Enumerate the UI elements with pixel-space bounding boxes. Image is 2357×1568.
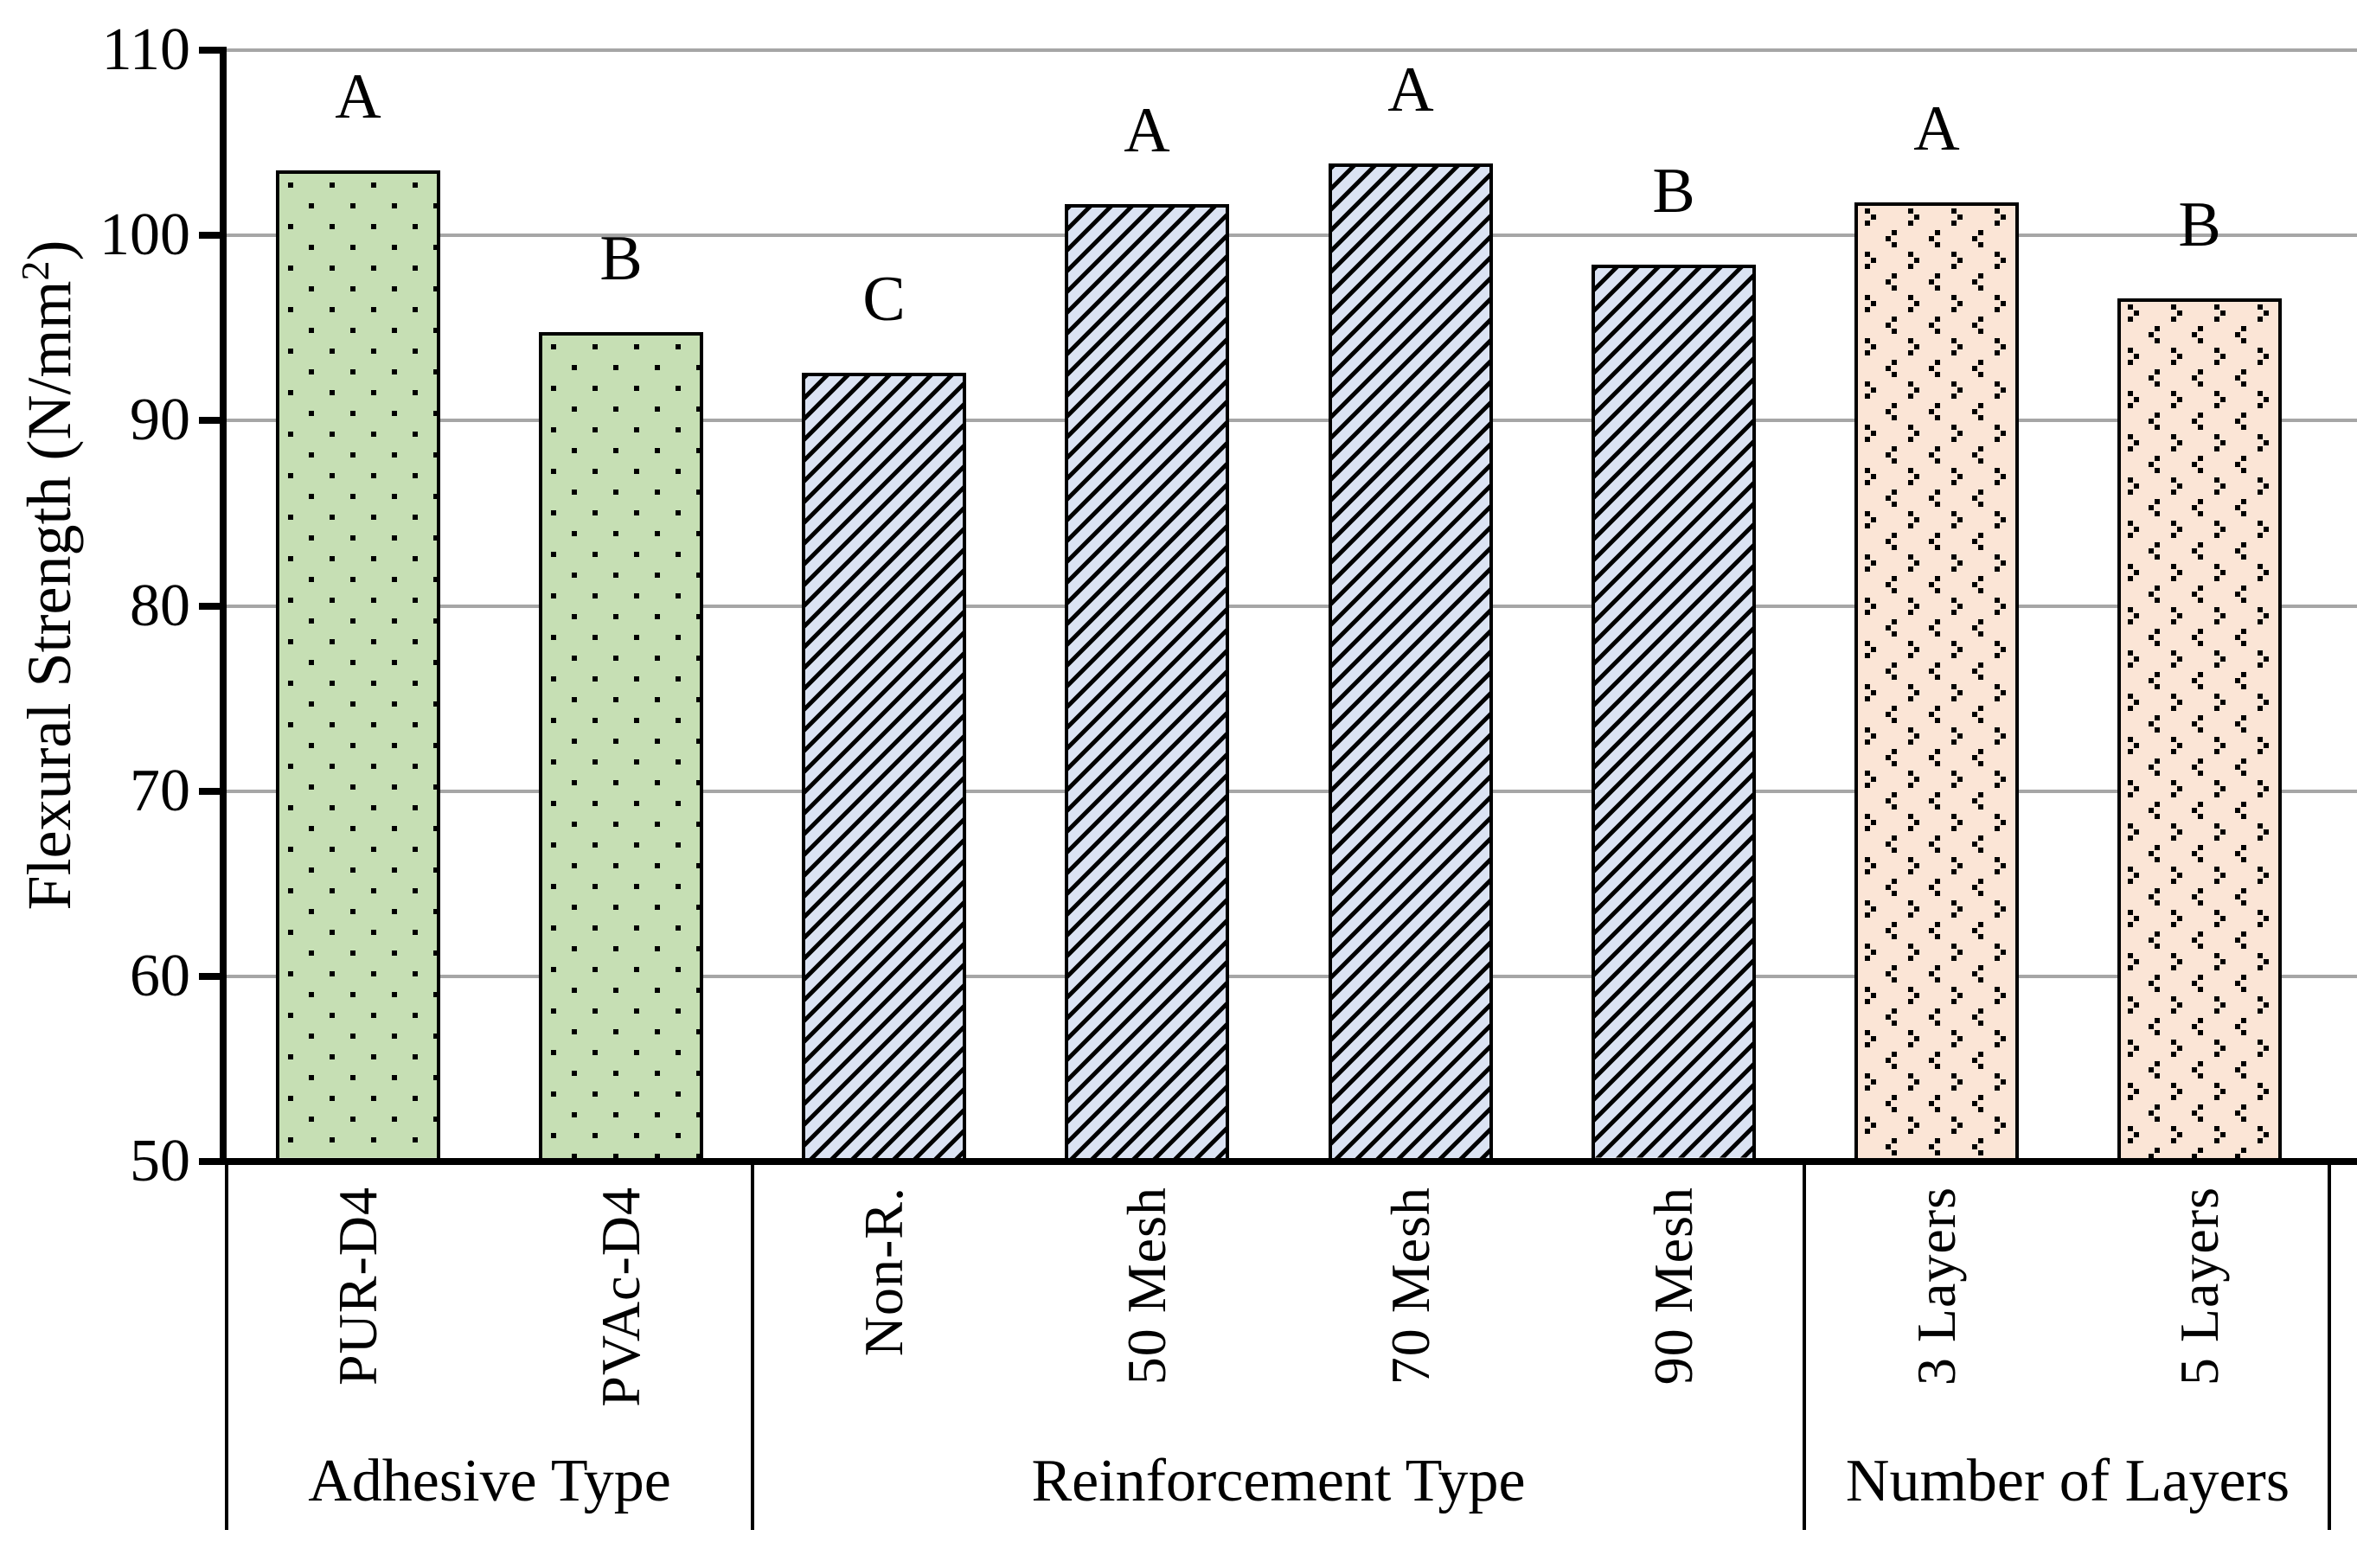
group-label-adhesive-type: Adhesive Type	[308, 1448, 671, 1514]
y-tick-90	[199, 417, 227, 424]
bar-90-mesh	[1592, 265, 1756, 1162]
x-label-non-r: Non-R.	[853, 1187, 914, 1357]
gridline-60	[223, 975, 2357, 978]
significance-letter: A	[335, 61, 381, 133]
significance-letter: B	[2178, 189, 2221, 260]
x-label-5-layers: 5 Layers	[2168, 1187, 2230, 1386]
y-axis-title-superscript: 2	[13, 260, 57, 281]
group-divider-reinforcement-layers	[1803, 1162, 1806, 1530]
bar-pvac-d4	[539, 331, 703, 1162]
significance-letter: B	[1652, 156, 1695, 227]
gridline-110	[223, 48, 2357, 52]
bar-5-layers	[2117, 298, 2282, 1162]
y-tick-110	[199, 47, 227, 54]
significance-letter: B	[599, 222, 643, 294]
bar-3-layers	[1854, 202, 2019, 1162]
gridline-80	[223, 605, 2357, 608]
y-axis-title-text: Flexural Strength (N/mm	[15, 280, 84, 911]
x-label-70-mesh: 70 Mesh	[1380, 1187, 1441, 1386]
y-tick-60	[199, 973, 227, 980]
gridline-90	[223, 419, 2357, 422]
x-label-pvac-d4: PVAc-D4	[590, 1187, 651, 1407]
y-tick-label-90: 90	[130, 387, 190, 453]
x-label-3-layers: 3 Layers	[1905, 1187, 1967, 1386]
y-tick-label-100: 100	[99, 202, 190, 268]
significance-letter: A	[1124, 94, 1170, 166]
x-axis-baseline	[220, 1158, 2357, 1165]
y-tick-70	[199, 788, 227, 795]
y-tick-label-60: 60	[130, 943, 190, 1009]
y-tick-label-50: 50	[130, 1128, 190, 1194]
x-label-50-mesh: 50 Mesh	[1116, 1187, 1177, 1386]
bar-non-r	[802, 372, 966, 1162]
group-label-reinforcement-type: Reinforcement Type	[1031, 1448, 1526, 1514]
y-axis-title: Flexural Strength (N/mm2)	[10, 13, 88, 1137]
significance-letter: A	[1387, 54, 1434, 125]
group-label-number-of-layers: Number of Layers	[1845, 1448, 2290, 1514]
gridline-70	[223, 790, 2357, 793]
x-label-pur-d4: PUR-D4	[327, 1187, 388, 1386]
y-tick-80	[199, 603, 227, 610]
group-box-right-border	[2328, 1162, 2331, 1530]
y-tick-label-70: 70	[130, 758, 190, 824]
group-divider-adhesive-reinforcement	[751, 1162, 754, 1530]
y-axis-title-close: )	[15, 240, 84, 261]
bar-70-mesh	[1329, 163, 1493, 1162]
x-label-90-mesh: 90 Mesh	[1643, 1187, 1704, 1386]
bar-pur-d4	[276, 170, 440, 1162]
bar-50-mesh	[1065, 203, 1229, 1162]
gridline-100	[223, 234, 2357, 237]
y-tick-label-110: 110	[101, 16, 190, 83]
significance-letter: C	[862, 263, 906, 335]
y-tick-100	[199, 232, 227, 239]
y-tick-label-80: 80	[130, 573, 190, 639]
significance-letter: A	[1913, 93, 1960, 164]
y-tick-50	[199, 1158, 227, 1165]
group-box-left-border	[225, 1162, 228, 1530]
